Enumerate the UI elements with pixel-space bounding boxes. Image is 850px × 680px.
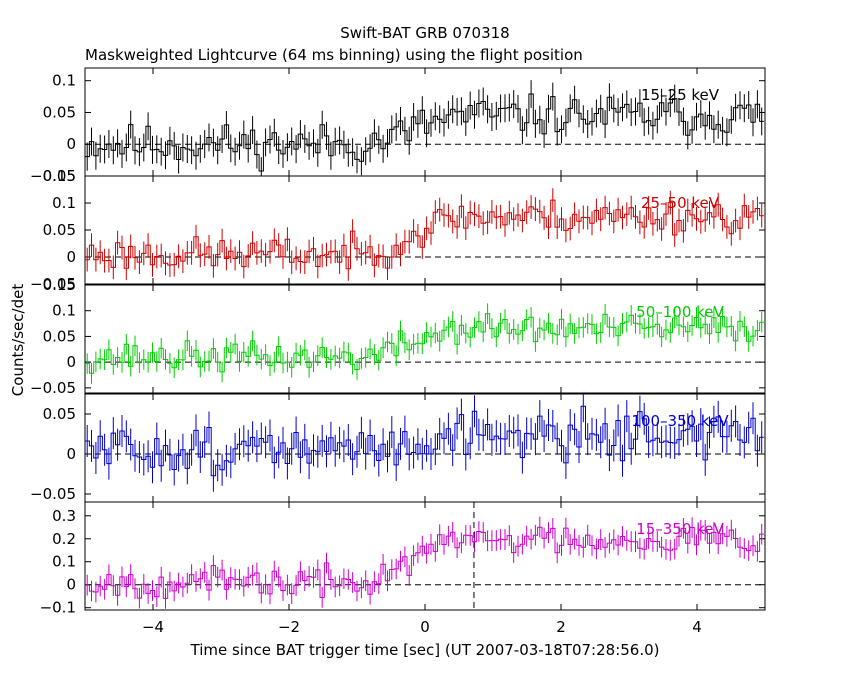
panels-group: 0.1 0.05 0 −0.05 15–25 keV 0.15 0.1 0.05 0 −0.05 2… bbox=[30, 67, 766, 636]
panel-4: 0.3 0.2 0.1 0 −0.1 15–350 keV −4 −2 0 2 4 bbox=[40, 501, 766, 636]
panel-2: 0.15 0.1 0.05 0 −0.05 50–100 keV bbox=[30, 276, 766, 397]
band-label: 15–25 keV bbox=[641, 86, 720, 104]
error-bars bbox=[86, 394, 763, 492]
y-tick-label: 0.3 bbox=[52, 507, 76, 525]
y-tick-label: 0.05 bbox=[43, 405, 76, 423]
y-tick-label: 0.05 bbox=[43, 221, 76, 239]
error-bars bbox=[86, 516, 763, 609]
y-tick-label: 0.1 bbox=[52, 302, 76, 320]
x-axis-label: Time since BAT trigger time [sec] (UT 20… bbox=[190, 641, 660, 659]
y-tick-label: −0.05 bbox=[30, 167, 76, 185]
panel-3: 0.05 0 −0.05 100–350 keV bbox=[30, 393, 766, 503]
error-bars bbox=[86, 303, 763, 384]
y-tick-label: 0 bbox=[66, 445, 76, 463]
y-tick-label: 0.15 bbox=[43, 167, 76, 185]
band-label: 50–100 keV bbox=[636, 303, 724, 321]
chart-subtitle: Maskweighted Lightcurve (64 ms binning) … bbox=[85, 46, 583, 64]
y-tick-label: 0 bbox=[66, 135, 76, 153]
y-tick-label: 0.1 bbox=[52, 553, 76, 571]
y-tick-label: 0 bbox=[66, 576, 76, 594]
y-tick-label: 0.05 bbox=[43, 327, 76, 345]
series-line bbox=[85, 199, 764, 270]
series-line bbox=[85, 405, 764, 477]
band-label: 15–350 keV bbox=[636, 520, 724, 538]
y-tick-label: −0.05 bbox=[30, 485, 76, 503]
y-tick-label: −0.05 bbox=[30, 275, 76, 293]
panel-0: 0.1 0.05 0 −0.05 15–25 keV bbox=[30, 67, 766, 185]
y-tick-label: 0.1 bbox=[52, 194, 76, 212]
y-tick-label: 0.2 bbox=[52, 530, 76, 548]
y-tick-label: 0.05 bbox=[43, 103, 76, 121]
y-axis-label: Counts/sec/det bbox=[9, 284, 27, 397]
x-tick-label: 0 bbox=[420, 618, 430, 636]
panel-frame bbox=[84, 501, 766, 611]
y-tick-label: 0 bbox=[66, 353, 76, 371]
y-tick-label: −0.1 bbox=[40, 599, 76, 617]
band-label: 25–50 keV bbox=[641, 194, 720, 212]
series-line bbox=[85, 93, 764, 172]
y-tick-label: −0.05 bbox=[30, 379, 76, 397]
y-tick-label: 0 bbox=[66, 248, 76, 266]
x-tick-label: −2 bbox=[278, 618, 300, 636]
y-tick-label: 0.1 bbox=[52, 72, 76, 90]
x-tick-label: −4 bbox=[142, 618, 164, 636]
error-bars bbox=[86, 80, 763, 176]
y-tick-label: 0.15 bbox=[43, 276, 76, 294]
chart-title: Swift-BAT GRB 070318 bbox=[340, 24, 509, 42]
x-tick-label: 4 bbox=[692, 618, 702, 636]
series-line bbox=[85, 313, 764, 374]
band-label: 100–350 keV bbox=[631, 412, 729, 430]
panel-1: 0.15 0.1 0.05 0 −0.05 25–50 keV bbox=[30, 167, 766, 293]
error-bars bbox=[86, 188, 763, 281]
x-tick-label: 2 bbox=[556, 618, 566, 636]
